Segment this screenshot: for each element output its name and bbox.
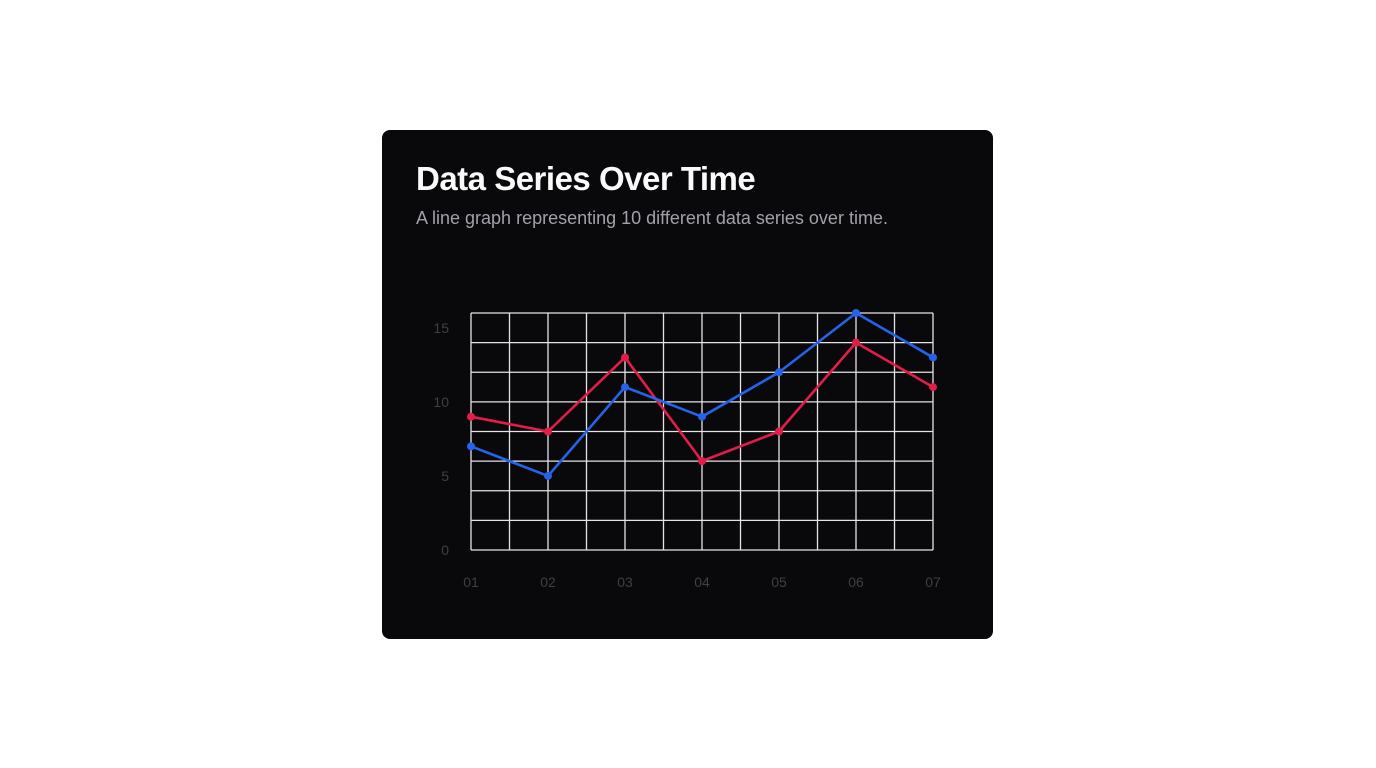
series-2-point [852,309,860,317]
series-2-point [775,368,783,377]
chart-subtitle: A line graph representing 10 different d… [416,208,888,228]
series-1-point [698,457,706,466]
chart-title: Data Series Over Time [416,160,756,197]
series-1-point [544,427,552,436]
series-2-point [544,471,552,480]
x-tick-label: 04 [694,574,710,590]
series-1-point [775,427,783,436]
x-tick-label: 06 [848,574,864,590]
series-2-point [467,442,475,451]
y-tick-label: 5 [441,468,449,484]
x-tick-label: 03 [617,574,633,590]
y-tick-label: 0 [441,542,449,558]
series-1-point [929,383,937,392]
series-2-point [621,383,629,392]
y-tick-label: 10 [433,394,449,410]
series-1-point [621,353,629,362]
x-tick-label: 05 [771,574,787,590]
series-1-point [467,412,475,421]
series-2-point [929,353,937,362]
series-1-point [852,338,860,347]
x-tick-label: 02 [540,574,556,590]
y-tick-label: 15 [433,320,449,336]
series-2-point [698,412,706,421]
chart-card: Data Series Over Time A line graph repre… [382,130,993,639]
x-tick-label: 01 [463,574,479,590]
x-tick-label: 07 [925,574,941,590]
